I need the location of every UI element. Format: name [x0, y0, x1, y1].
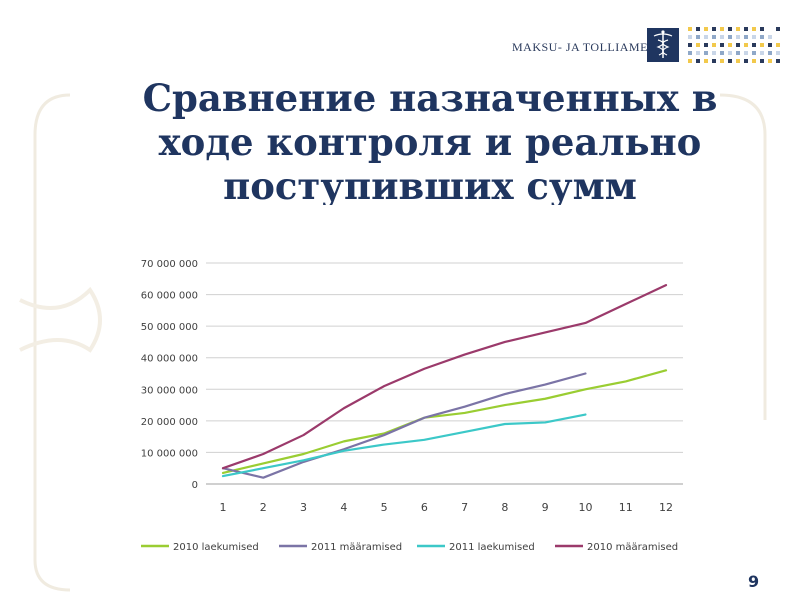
decorative-dot: [728, 51, 732, 55]
decorative-dot: [712, 27, 716, 31]
decorative-dot: [704, 59, 708, 63]
legend-label: 2010 määramised: [587, 542, 678, 553]
decorative-dot: [752, 27, 756, 31]
series-line: [221, 283, 668, 470]
caduceus-icon: [647, 28, 679, 62]
decorative-dot: [712, 43, 716, 47]
decorative-dot: [736, 35, 740, 39]
decorative-dot: [760, 59, 764, 63]
y-tick-label: 70 000 000: [141, 259, 198, 270]
decorative-dot: [776, 43, 780, 47]
series-line: [221, 369, 668, 475]
decorative-dot: [736, 27, 740, 31]
decorative-dot: [728, 59, 732, 63]
y-tick-label: 30 000 000: [141, 385, 198, 396]
decorative-dot: [776, 51, 780, 55]
decorative-dot: [688, 51, 692, 55]
x-tick-label: 2: [260, 501, 267, 514]
decorative-dot: [720, 59, 724, 63]
decorative-dot: [736, 51, 740, 55]
decorative-dot: [768, 59, 772, 63]
x-tick-label: 3: [300, 501, 307, 514]
decorative-dot: [720, 35, 724, 39]
decorative-dot: [720, 51, 724, 55]
decorative-dot: [776, 27, 780, 31]
decorative-dot: [736, 43, 740, 47]
legend-label: 2010 laekumised: [173, 542, 259, 553]
decorative-dot: [752, 43, 756, 47]
x-tick-label: 6: [421, 501, 428, 514]
decorative-dot: [728, 27, 732, 31]
series-line: [221, 413, 587, 478]
decorative-dot: [752, 51, 756, 55]
x-tick-label: 4: [340, 501, 347, 514]
decorative-dot: [752, 59, 756, 63]
decorative-dot: [744, 43, 748, 47]
y-tick-label: 10 000 000: [141, 448, 198, 459]
decorative-dot: [720, 43, 724, 47]
decorative-dot: [768, 43, 772, 47]
decorative-dot: [696, 43, 700, 47]
decorative-dot: [728, 43, 732, 47]
decorative-dot: [744, 51, 748, 55]
line-chart: 0 10 000 000 20 000 000 30 000 000 40 000 00…: [141, 259, 683, 553]
decorative-dot: [712, 35, 716, 39]
x-tick-label: 9: [542, 501, 549, 514]
decorative-dot: [704, 35, 708, 39]
decorative-dot: [704, 43, 708, 47]
decorative-dot: [720, 27, 724, 31]
decorative-dot: [760, 27, 764, 31]
y-tick-label: 50 000 000: [141, 322, 198, 333]
y-tick-label: 40 000 000: [141, 354, 198, 365]
decorative-dot: [704, 51, 708, 55]
page-number: 9: [748, 572, 760, 591]
decorative-dot: [712, 51, 716, 55]
decorative-dot: [696, 51, 700, 55]
decorative-dot: [776, 59, 780, 63]
y-tick-label: 60 000 000: [141, 291, 198, 302]
x-tick-label: 5: [381, 501, 388, 514]
y-tick-label: 20 000 000: [141, 417, 198, 428]
decorative-dot: [760, 43, 764, 47]
x-tick-label: 1: [220, 501, 227, 514]
x-tick-label: 12: [659, 501, 673, 514]
decorative-dot: [768, 35, 772, 39]
decorative-dot: [696, 35, 700, 39]
series-line: [221, 372, 587, 479]
x-tick-label: 8: [501, 501, 508, 514]
decorative-dot: [688, 35, 692, 39]
chart-panel: 0 10 000 000 20 000 000 30 000 000 40 000 00…: [113, 205, 705, 563]
decorative-dot: [696, 59, 700, 63]
decorative-dot: [744, 35, 748, 39]
legend-label: 2011 määramised: [311, 542, 402, 553]
y-tick-label: 0: [192, 480, 198, 491]
decorative-dot: [704, 27, 708, 31]
decorative-dot: [688, 43, 692, 47]
decorative-dot: [688, 27, 692, 31]
org-name: MAKSU- JA TOLLIAMET: [512, 40, 656, 54]
decorative-dot: [712, 59, 716, 63]
decorative-dot: [736, 59, 740, 63]
x-tick-label: 7: [461, 501, 468, 514]
decorative-dot: [728, 35, 732, 39]
decorative-dot: [768, 51, 772, 55]
legend-label: 2011 laekumised: [449, 542, 535, 553]
decorative-dot: [744, 59, 748, 63]
decorative-dot: [696, 27, 700, 31]
decorative-dot: [752, 35, 756, 39]
decorative-dot: [760, 51, 764, 55]
decorative-dot: [688, 59, 692, 63]
decorative-dot: [760, 35, 764, 39]
decorative-dot-grid: [688, 27, 780, 63]
x-tick-label: 11: [619, 501, 633, 514]
decorative-dot: [744, 27, 748, 31]
x-tick-label: 10: [578, 501, 592, 514]
